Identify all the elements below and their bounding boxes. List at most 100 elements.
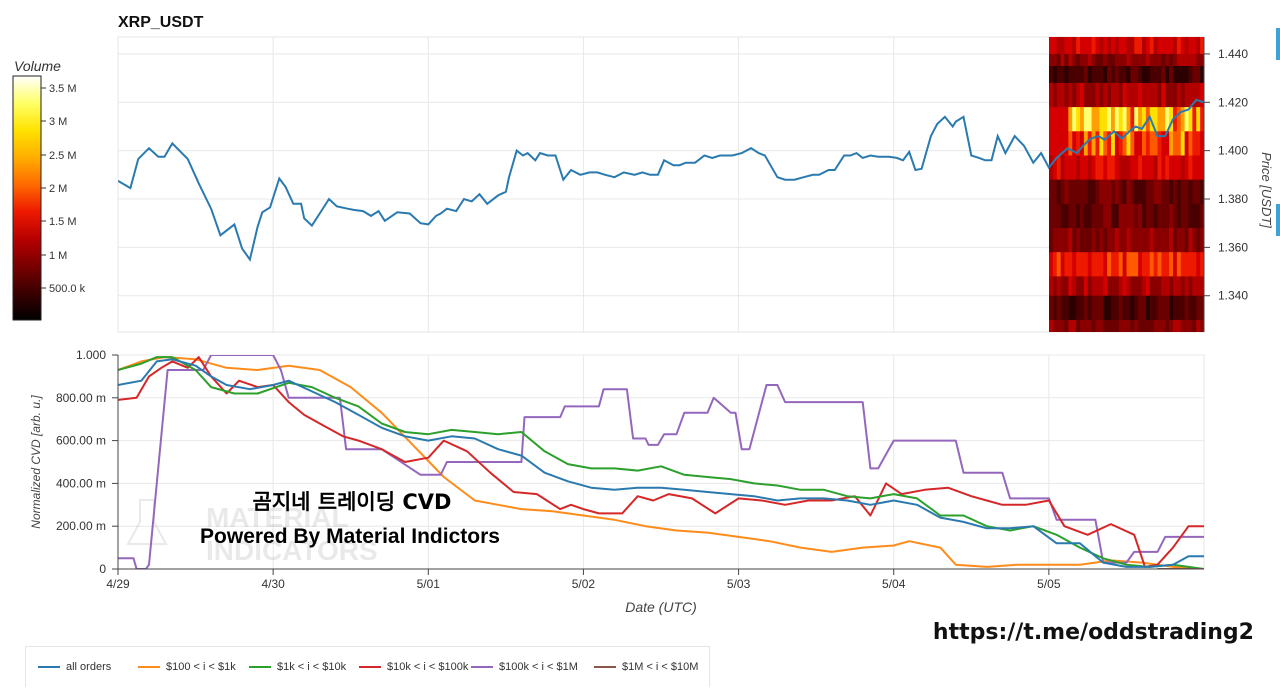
legend-item[interactable]: $1M < i < $10M	[594, 659, 698, 675]
heatmap-cell	[1188, 228, 1193, 253]
heatmap-cell	[1103, 179, 1108, 205]
legend-item[interactable]: all orders	[38, 659, 111, 675]
heatmap-cell	[1091, 155, 1097, 181]
heatmap-cell	[1134, 319, 1139, 332]
telegram-url[interactable]: https://t.me/oddstrading2	[932, 620, 1254, 645]
heatmap-cell	[1087, 203, 1093, 229]
heatmap-cell	[1076, 107, 1081, 132]
heatmap-cell	[1083, 37, 1089, 55]
heatmap-cell	[1149, 228, 1155, 253]
heatmap-cell	[1107, 37, 1112, 55]
heatmap-cell	[1118, 155, 1124, 181]
heatmap-cell	[1076, 82, 1081, 108]
heatmap-cell	[1122, 82, 1128, 108]
heatmap-cell	[1111, 155, 1116, 181]
heatmap-cell	[1049, 82, 1054, 108]
heatmap-cell	[1130, 252, 1135, 277]
heatmap-cell	[1095, 107, 1100, 132]
heatmap-cell	[1083, 179, 1089, 205]
legend-swatch	[594, 666, 616, 668]
heatmap-cell	[1080, 53, 1085, 67]
heatmap-cell	[1068, 82, 1073, 108]
heatmap-cell	[1130, 82, 1135, 108]
heatmap-cell	[1145, 155, 1151, 181]
heatmap-cell	[1083, 228, 1089, 253]
heatmap-cell	[1107, 319, 1112, 332]
heatmap-cell	[1169, 295, 1174, 321]
heatmap-cell	[1091, 82, 1097, 108]
heatmap-cell	[1091, 252, 1097, 277]
heatmap-cell	[1149, 203, 1155, 229]
heatmap-cell	[1161, 252, 1166, 277]
heatmap-cell	[1107, 295, 1112, 321]
cvd-plot-background	[117, 354, 1205, 570]
heatmap-cell	[1076, 228, 1081, 253]
colorbar-tick-label: 1.5 M	[49, 216, 77, 228]
heatmap-cell	[1114, 155, 1120, 181]
heatmap-cell	[1103, 107, 1108, 132]
heatmap-cell	[1126, 107, 1131, 132]
heatmap-cell	[1126, 203, 1131, 229]
heatmap-cell	[1169, 228, 1174, 253]
heatmap-cell	[1091, 131, 1097, 156]
heatmap-cell	[1169, 252, 1174, 277]
heatmap-cell	[1176, 179, 1182, 205]
heatmap-cell	[1176, 203, 1182, 229]
heatmap-cell	[1126, 37, 1131, 55]
heatmap-cell	[1176, 155, 1182, 181]
heatmap-cell	[1076, 319, 1081, 332]
heatmap-cell	[1173, 276, 1178, 297]
heatmap-cell	[1114, 179, 1120, 205]
heatmap-cell	[1056, 203, 1062, 229]
heatmap-cell	[1049, 131, 1054, 156]
heatmap-cell	[1068, 155, 1073, 181]
heatmap-cell	[1052, 295, 1058, 321]
legend-item[interactable]: $100 < i < $1k	[138, 659, 236, 675]
heatmap-cell	[1188, 66, 1193, 84]
heatmap-cell	[1052, 228, 1058, 253]
heatmap-cell	[1103, 203, 1108, 229]
heatmap-cell	[1184, 295, 1190, 321]
heatmap-cell	[1188, 155, 1193, 181]
heatmap-cell	[1188, 203, 1193, 229]
heatmap-cell	[1049, 276, 1054, 297]
heatmap-cell	[1103, 319, 1108, 332]
heatmap-cell	[1169, 37, 1174, 55]
legend-item[interactable]: $10k < i < $100k	[359, 659, 468, 675]
heatmap-cell	[1176, 107, 1182, 132]
cvd-series-100k-i-1m	[118, 355, 1204, 569]
heatmap-cell	[1118, 276, 1124, 297]
heatmap-cell	[1196, 37, 1201, 55]
heatmap-cell	[1196, 155, 1201, 181]
heatmap-cell	[1049, 203, 1054, 229]
heatmap-cell	[1192, 319, 1197, 332]
legend-item[interactable]: $100k < i < $1M	[471, 659, 578, 675]
heatmap-cell	[1130, 228, 1135, 253]
heatmap-cell	[1103, 155, 1108, 181]
legend-item[interactable]: $1k < i < $10k	[249, 659, 346, 675]
heatmap-cell	[1145, 179, 1151, 205]
heatmap-cell	[1056, 82, 1062, 108]
heatmap-cell	[1122, 228, 1128, 253]
heatmap-cell	[1060, 82, 1066, 108]
heatmap-cell	[1173, 155, 1178, 181]
heatmap-cell	[1056, 228, 1062, 253]
heatmap-cell	[1157, 295, 1162, 321]
heatmap-cell	[1052, 155, 1058, 181]
heatmap-cell	[1052, 276, 1058, 297]
heatmap-cell	[1169, 179, 1174, 205]
heatmap-cell	[1173, 228, 1178, 253]
heatmap-cell	[1130, 179, 1135, 205]
heatmap-cell	[1056, 131, 1062, 156]
heatmap-cell	[1142, 203, 1147, 229]
heatmap-cell	[1200, 155, 1204, 181]
heatmap-cell	[1173, 319, 1178, 332]
heatmap-cell	[1134, 107, 1139, 132]
heatmap-cell	[1130, 66, 1135, 84]
heatmap-cell	[1052, 252, 1058, 277]
heatmap-cell	[1165, 53, 1170, 67]
heatmap-cell	[1157, 276, 1162, 297]
heatmap-cell	[1142, 179, 1147, 205]
heatmap-cell	[1049, 295, 1054, 321]
heatmap-cell	[1165, 295, 1170, 321]
